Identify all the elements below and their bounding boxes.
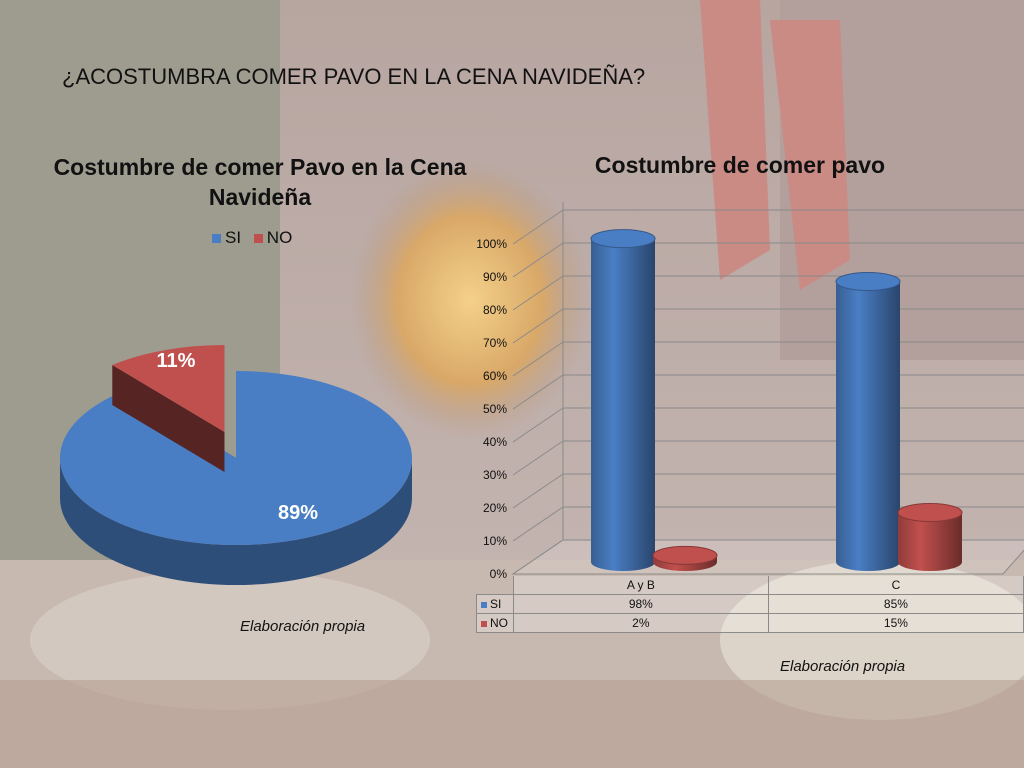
data-table-cell: 2% [512,613,769,633]
gridline-side [512,275,564,311]
gridline-side [512,308,564,344]
y-tick-label: 30% [483,468,507,482]
data-table-row-no: NO 2% 15% [476,613,1024,633]
y-tick-label: 10% [483,534,507,548]
bar-si-1 [590,229,656,571]
pie-slice-top [112,345,225,433]
pie-chart-title: Costumbre de comer Pavo en la Cena Navid… [53,154,467,210]
gridline-side [512,209,564,245]
series-name-no: NO [490,616,508,630]
series-key-si [481,601,487,608]
pie-source-note: Elaboración propia [240,618,366,635]
series-name-si: SI [490,597,502,611]
y-tick-label: 70% [483,336,507,350]
pie-slice-wall [112,364,225,473]
bar-source-note: Elaboración propia [780,658,906,675]
slide-title: ¿ACOSTUMBRA COMER PAVO EN LA CENA NAVIDE… [62,64,646,89]
gridline-side [512,242,564,278]
pie-data-label-si: 89% [278,502,318,524]
bar-data-table: A y B C SI 98% 85% NO 2% 15% [476,576,1024,633]
gridline-side [512,506,564,542]
gridline-side [512,473,564,509]
y-tick-label: 90% [483,270,507,284]
data-table-row-si: SI 98% 85% [476,594,1024,614]
bar-cylinder-top [590,229,656,249]
data-table-cell: 15% [767,613,1024,633]
bar-chart-title: Costumbre de comer pavo [594,152,886,178]
gridline-side [512,440,564,476]
bar-cylinder-top [835,272,901,291]
data-table-series-no: NO [476,613,514,633]
y-tick-label: 0% [490,567,508,581]
data-table-category: C [767,576,1024,595]
bar-no-2 [897,503,963,571]
pie-legend: SI NO [212,228,300,248]
legend-swatch-no [253,234,263,244]
y-tick-label: 50% [483,402,507,416]
pie-slice-no [112,345,225,473]
y-tick-label: 80% [483,303,507,317]
bar-si-2 [835,272,901,571]
data-table-header-row: A y B C [477,576,1024,595]
legend-item-no: NO [253,228,293,247]
gridline-side [512,407,564,443]
data-table-cell: 85% [767,594,1024,614]
legend-label-si: SI [225,228,242,247]
bar-no-1 [652,545,718,571]
y-tick-label: 60% [483,369,507,383]
data-table-cell: 98% [512,594,769,614]
bar-cylinder-top [652,545,718,565]
series-key-no [481,620,487,627]
y-tick-label: 20% [483,501,507,515]
bar-cylinder-body [898,512,962,571]
bar-cylinder-body [836,281,900,571]
pie-slice-rim [60,458,412,585]
pie-data-label-no: 11% [157,350,196,372]
gridline-side [512,341,564,377]
data-table-corner [477,576,514,595]
data-table-series-si: SI [476,594,514,614]
legend-swatch-si [212,234,221,244]
bar-cylinder-body [591,238,655,571]
gridline-side [512,374,564,410]
data-table-category: A y B [512,576,769,595]
y-tick-label: 40% [483,435,507,449]
y-tick-label: 100% [476,237,507,251]
legend-label-no: NO [266,228,293,247]
bar-cylinder-top [897,503,963,522]
legend-item-si: SI [212,228,241,247]
